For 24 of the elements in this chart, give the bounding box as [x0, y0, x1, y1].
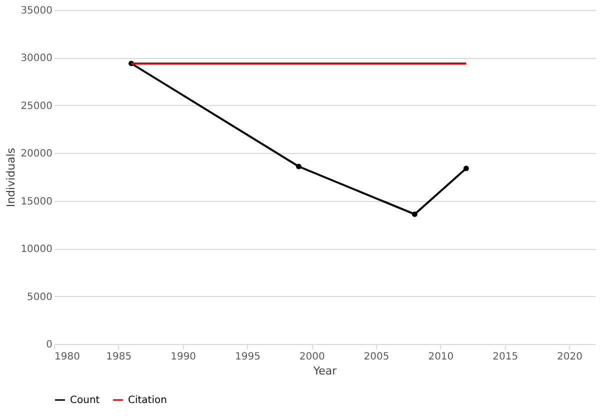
y-tick-label: 25000 — [20, 100, 52, 112]
point — [296, 164, 302, 170]
point — [412, 211, 418, 217]
point — [463, 166, 469, 172]
y-tick-label: 35000 — [20, 6, 52, 16]
y-tick-label: 15000 — [20, 196, 52, 208]
x-tick-label: 2000 — [299, 352, 325, 362]
x-tick-label: 2015 — [492, 352, 518, 362]
x-tick-label: 2020 — [557, 352, 582, 362]
y-tick-label: 5000 — [27, 292, 52, 303]
y-tick-label: 10000 — [20, 244, 52, 256]
x-tick-label: 1990 — [170, 352, 196, 362]
y-tick-label: 20000 — [20, 148, 52, 160]
y-tick-label: 0 — [46, 340, 52, 350]
y-axis-title: Individuals — [4, 148, 18, 208]
legend-label: Citation — [128, 395, 167, 406]
x-tick-label: 1985 — [106, 352, 132, 362]
x-tick-label: 1995 — [234, 352, 260, 362]
x-axis-title: Year — [312, 364, 338, 378]
x-tick-label: 2010 — [428, 352, 454, 362]
x-tick-label: 2005 — [364, 352, 390, 362]
y-tick-label: 30000 — [20, 53, 52, 64]
x-tick-label: 1980 — [54, 352, 80, 362]
legend-label: Count — [70, 395, 100, 406]
